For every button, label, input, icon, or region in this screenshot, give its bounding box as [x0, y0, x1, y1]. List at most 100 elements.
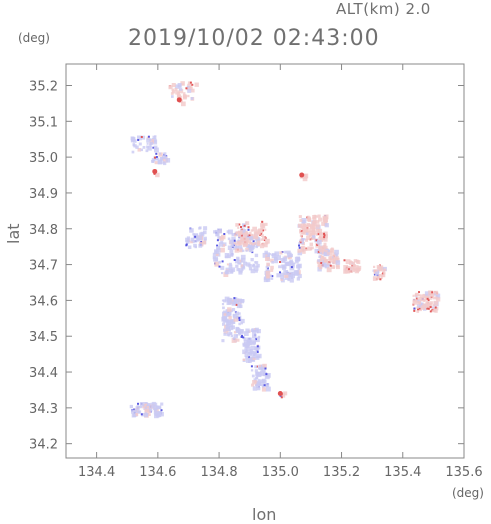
echo-pixel — [266, 374, 269, 377]
echo-pixel — [190, 97, 194, 100]
echo-pixel — [323, 257, 326, 261]
y-tick-label: 34.7 — [29, 259, 58, 274]
echo-pixel — [238, 270, 243, 275]
echo-pixel — [251, 242, 255, 246]
echo-pixel — [279, 261, 281, 263]
y-tick-label: 34.6 — [29, 294, 58, 309]
echo-pixel — [162, 155, 166, 160]
region-south-channel — [221, 296, 245, 343]
echo-pixel — [280, 396, 283, 399]
echo-pixel — [296, 277, 300, 281]
echo-pixel — [241, 236, 247, 242]
echo-pixel — [235, 264, 239, 268]
echo-pixel — [240, 234, 243, 237]
echo-pixel — [323, 237, 328, 242]
echo-pixel — [155, 172, 160, 178]
echo-pixel — [378, 265, 384, 271]
echo-pixel — [134, 409, 138, 413]
region-mid-north-point — [299, 172, 309, 182]
echo-pixel — [135, 412, 139, 417]
echo-pixel — [213, 230, 217, 234]
echo-pixel — [223, 233, 226, 235]
echo-pixel — [218, 242, 224, 247]
echo-pixel — [226, 334, 229, 337]
echo-pixel — [417, 297, 420, 300]
echo-pixel — [238, 298, 242, 303]
echo-pixel — [241, 299, 245, 303]
echo-pixel — [299, 219, 303, 222]
echo-pixel — [155, 156, 158, 158]
echo-pixel — [317, 259, 320, 262]
echo-pixel — [380, 276, 383, 279]
echo-regions — [129, 81, 441, 419]
echo-pixel — [322, 262, 327, 268]
echo-pixel — [243, 331, 249, 336]
echo-pixel — [245, 221, 250, 226]
echo-pixel — [255, 245, 258, 249]
echo-pixel — [135, 406, 140, 411]
echo-pixel — [249, 245, 252, 248]
echo-pixel — [264, 222, 268, 226]
echo-pixel — [132, 138, 136, 142]
echo-pixel — [253, 354, 258, 359]
echo-point — [176, 97, 182, 103]
echo-pixel — [178, 84, 182, 88]
y-tick-label: 35.0 — [29, 151, 58, 166]
echo-pixel — [380, 274, 384, 278]
echo-pixel — [323, 234, 326, 237]
echo-pixel — [280, 275, 285, 280]
echo-pixel — [165, 158, 171, 163]
echo-pixel — [196, 237, 200, 241]
echo-pixel — [265, 383, 270, 387]
echo-pixel — [252, 240, 255, 243]
echo-pixel — [416, 306, 419, 309]
echo-pixel — [228, 316, 232, 320]
y-axis-unit: (deg) — [18, 31, 50, 45]
echo-pixel — [226, 230, 230, 234]
echo-pixel — [324, 220, 328, 224]
echo-pixel — [190, 237, 195, 242]
echo-pixel — [297, 273, 302, 279]
echo-pixel — [274, 251, 280, 257]
echo-pixel — [257, 379, 261, 382]
echo-pixel — [252, 386, 258, 391]
echo-pixel — [233, 334, 238, 339]
echo-pixel — [237, 260, 242, 265]
echo-pixel — [240, 318, 245, 324]
echo-pixel — [426, 307, 429, 310]
echo-pixel — [229, 332, 232, 335]
echo-pixel — [297, 263, 302, 269]
echo-pixel — [332, 266, 336, 269]
x-tick-label: 135.4 — [384, 465, 421, 480]
echo-pixel — [260, 232, 262, 235]
echo-pixel — [266, 262, 270, 267]
echo-pixel — [163, 152, 167, 156]
echo-pixel — [284, 250, 287, 254]
echo-pixel — [233, 317, 239, 322]
echo-pixel — [295, 260, 299, 264]
echo-pixel — [236, 338, 240, 342]
echo-pixel — [343, 259, 346, 262]
echo-pixel — [283, 391, 288, 396]
echo-pixel — [297, 257, 301, 261]
echo-pixel — [235, 246, 240, 250]
echo-pixel — [151, 138, 157, 143]
echo-pixel — [189, 81, 192, 84]
echo-pixel — [238, 239, 244, 245]
echo-pixel — [265, 256, 270, 261]
echo-pixel — [163, 157, 168, 163]
echo-pixel — [312, 235, 316, 239]
echo-pixel — [168, 85, 173, 90]
region-east-3 — [372, 264, 387, 281]
echo-point — [152, 168, 158, 174]
echo-pixel — [252, 330, 256, 334]
echo-pixel — [238, 304, 241, 307]
echo-pixel — [236, 268, 240, 272]
echo-pixel — [282, 264, 287, 269]
echo-pixel — [301, 238, 305, 242]
echo-pixel — [197, 235, 203, 241]
echo-pixel — [152, 402, 158, 408]
echo-pixel — [321, 251, 325, 255]
echo-pixel — [174, 88, 178, 91]
echo-pixel — [347, 268, 350, 271]
